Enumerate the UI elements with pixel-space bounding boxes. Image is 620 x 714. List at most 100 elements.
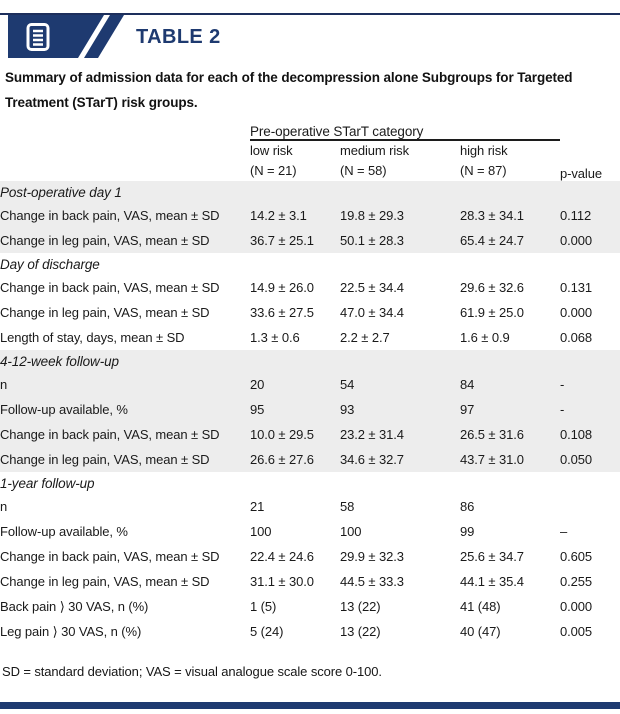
value-cell: 50.1 ± 28.3 <box>340 228 460 254</box>
table-row: Change in leg pain, VAS, mean ± SD 36.7 ±… <box>0 228 620 254</box>
value-cell: 84 <box>460 372 561 398</box>
value-cell: 41 (48) <box>460 599 501 615</box>
table-row: Back pain ⟩ 30 VAS, n (%) 1 (5) 13 (22) 41 … <box>0 594 620 619</box>
table-footnote: SD = standard deviation; VAS = visual an… <box>2 664 382 679</box>
row-label: Change in leg pain, VAS, mean ± SD <box>0 305 210 321</box>
value-cell: 22.4 ± 24.6 <box>250 549 314 565</box>
value-cell: 97 <box>460 397 561 423</box>
row-label: Change in back pain, VAS, mean ± SD <box>0 203 250 229</box>
p-value-cell <box>560 494 620 519</box>
value-cell: 29.9 ± 32.3 <box>340 549 404 565</box>
section-title: 4-12-week follow-up <box>0 350 620 373</box>
table-row: Change in back pain, VAS, mean ± SD 22.4 … <box>0 544 620 569</box>
value-cell: 1 (5) <box>250 599 277 615</box>
table-row: Change in back pain, VAS, mean ± SD 14.9 … <box>0 275 620 300</box>
table-row: Follow-up available, % 100 100 99 – <box>0 519 620 544</box>
value-cell: 22.5 ± 34.4 <box>340 280 404 296</box>
value-cell: 34.6 ± 32.7 <box>340 447 460 473</box>
value-cell: 21 <box>250 499 265 515</box>
p-value-cell: 0.605 <box>560 549 593 565</box>
value-cell: 61.9 ± 25.0 <box>460 305 524 321</box>
p-value-cell: 0.000 <box>560 305 593 321</box>
empty-cell <box>0 140 250 181</box>
table-row: Follow-up available, % 95 93 97- <box>0 397 620 423</box>
value-cell: 93 <box>340 397 460 423</box>
document-lines-icon <box>26 23 50 51</box>
p-value-cell: 0.112 <box>560 203 620 229</box>
value-cell: 43.7 ± 31.0 <box>460 447 561 473</box>
row-label: Change in leg pain, VAS, mean ± SD <box>0 447 250 473</box>
value-cell: 10.0 ± 29.5 <box>250 422 340 448</box>
table-flag-banner <box>8 15 126 58</box>
table-number-label: TABLE 2 <box>136 26 221 48</box>
row-label: n <box>0 499 8 515</box>
column-header-row: low risk (N = 21) medium risk (N = 58) h… <box>0 140 620 181</box>
p-value-cell: 0.000 <box>560 228 620 254</box>
section-header-row: Day of discharge <box>0 253 620 275</box>
row-label: Back pain ⟩ 30 VAS, n (%) <box>0 598 149 614</box>
bottom-bar <box>0 702 620 709</box>
section-header-row: 1-year follow-up <box>0 472 620 494</box>
table-row: n 21 58 86 <box>0 494 620 519</box>
row-label: Follow-up available, % <box>0 397 250 423</box>
empty-cell <box>0 124 250 140</box>
value-cell: 99 <box>460 524 475 540</box>
row-label: Change in back pain, VAS, mean ± SD <box>0 549 220 565</box>
value-cell: 54 <box>340 372 460 398</box>
row-label: Change in back pain, VAS, mean ± SD <box>0 422 250 448</box>
table-row: Length of stay, days, mean ± SD 1.3 ± 0.6… <box>0 325 620 350</box>
row-label: Follow-up available, % <box>0 524 128 540</box>
table-head: Pre-operative STarT category low risk (N… <box>0 124 620 181</box>
row-label: Change in back pain, VAS, mean ± SD <box>0 280 220 296</box>
value-cell: 13 (22) <box>340 624 381 640</box>
value-cell: 23.2 ± 31.4 <box>340 422 460 448</box>
table-row: Leg pain ⟩ 30 VAS, n (%) 5 (24) 13 (22) 40 … <box>0 619 620 644</box>
value-cell: 100 <box>340 524 362 540</box>
value-cell: 20 <box>250 372 340 398</box>
table-row: Change in back pain, VAS, mean ± SD 10.0 … <box>0 422 620 448</box>
value-cell: 31.1 ± 30.0 <box>250 574 314 590</box>
section-title: 1-year follow-up <box>0 475 95 491</box>
p-value-cell: 0.000 <box>560 599 593 615</box>
p-value-cell: - <box>560 372 620 398</box>
value-cell: 5 (24) <box>250 624 284 640</box>
column-header-low-risk: low risk (N = 21) <box>250 143 297 179</box>
value-cell: 2.2 ± 2.7 <box>340 330 390 346</box>
value-cell: 44.1 ± 35.4 <box>460 574 524 590</box>
column-header-p-value: p-value <box>560 166 602 182</box>
p-value-cell: - <box>560 397 620 423</box>
value-cell: 26.5 ± 31.6 <box>460 422 561 448</box>
column-group-header: Pre-operative STarT category <box>250 124 561 141</box>
p-value-cell: 0.068 <box>560 330 593 346</box>
row-label: Length of stay, days, mean ± SD <box>0 330 185 346</box>
p-value-cell: – <box>560 524 568 540</box>
value-cell: 14.2 ± 3.1 <box>250 203 340 229</box>
column-header-medium-risk: medium risk (N = 58) <box>340 143 409 179</box>
value-cell: 40 (47) <box>460 624 501 640</box>
value-cell: 25.6 ± 34.7 <box>460 549 524 565</box>
value-cell: 28.3 ± 34.1 <box>460 203 561 229</box>
value-cell: 36.7 ± 25.1 <box>250 228 340 254</box>
table-caption: Summary of admission data for each of th… <box>5 70 573 110</box>
table-row: Change in leg pain, VAS, mean ± SD 33.6 ±… <box>0 300 620 325</box>
p-value-cell: 0.255 <box>560 574 593 590</box>
value-cell: 95 <box>250 397 340 423</box>
value-cell: 14.9 ± 26.0 <box>250 280 314 296</box>
value-cell: 33.6 ± 27.5 <box>250 305 314 321</box>
value-cell: 19.8 ± 29.3 <box>340 203 460 229</box>
section-header-row: 4-12-week follow-up <box>0 350 620 373</box>
admission-data-table: Pre-operative STarT category low risk (N… <box>0 124 620 644</box>
value-cell: 58 <box>340 499 355 515</box>
p-value-cell: 0.005 <box>560 624 593 640</box>
table-body: Post-operative day 1 Change in back pain,… <box>0 181 620 644</box>
value-cell: 44.5 ± 33.3 <box>340 574 404 590</box>
group-header-row: Pre-operative STarT category <box>0 124 620 141</box>
value-cell: 1.3 ± 0.6 <box>250 330 300 346</box>
row-label: n <box>0 372 250 398</box>
value-cell: 13 (22) <box>340 599 381 615</box>
row-label: Leg pain ⟩ 30 VAS, n (%) <box>0 623 142 639</box>
table-row: n 20 54 84- <box>0 372 620 398</box>
value-cell: 47.0 ± 34.4 <box>340 305 404 321</box>
table-row: Change in back pain, VAS, mean ± SD 14.2 … <box>0 203 620 229</box>
section-title: Day of discharge <box>0 256 100 272</box>
